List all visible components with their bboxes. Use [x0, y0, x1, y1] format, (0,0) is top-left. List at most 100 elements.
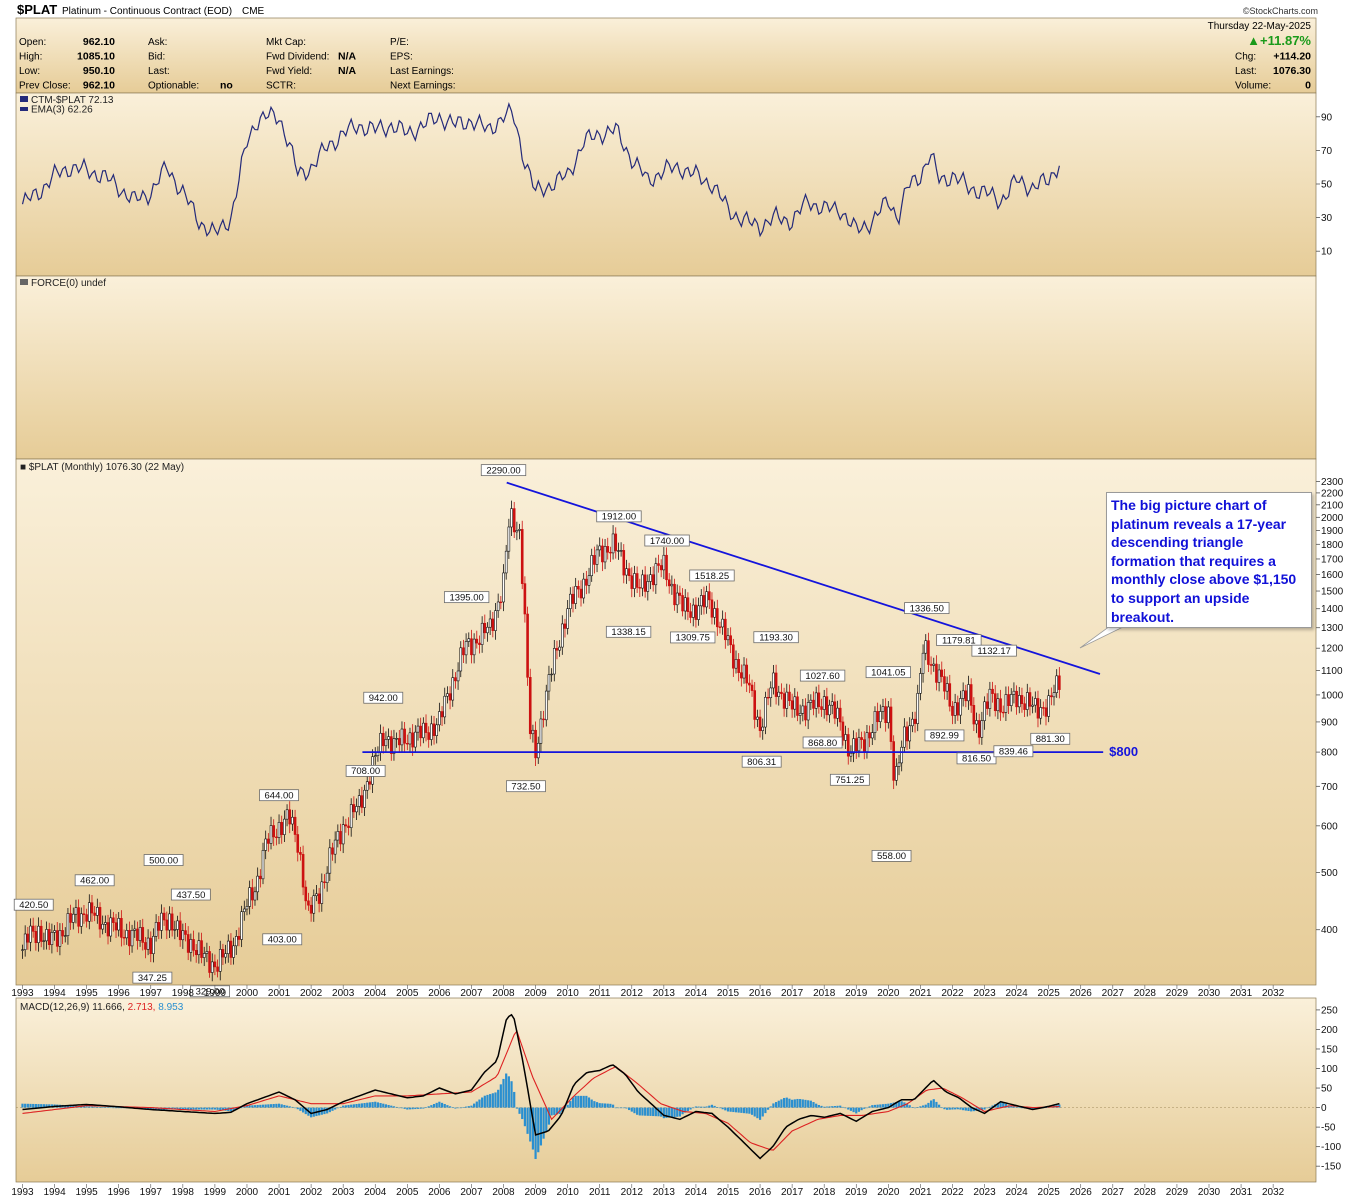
year-axis-mid-label: 2022: [941, 988, 964, 999]
macd-histogram-bar: [978, 1107, 981, 1111]
price-candle-body: [384, 739, 388, 747]
stat-label: Prev Close:: [19, 81, 71, 92]
price-candle-body: [355, 806, 358, 813]
macd-histogram-bar: [384, 1104, 388, 1108]
price-candle-body: [646, 581, 650, 592]
macd-histogram-bar: [710, 1104, 714, 1108]
macd-histogram-bar: [1012, 1106, 1016, 1108]
macd-histogram-bar: [593, 1101, 596, 1108]
annotation-box: [865, 666, 911, 679]
price-candle-body: [259, 875, 262, 880]
annotation-label: 1740.00: [650, 536, 684, 547]
annotation-box: [443, 591, 490, 604]
macd-histogram-bar: [884, 1103, 887, 1108]
macd-histogram-bar: [924, 1104, 927, 1108]
x-axis-bottom: 1993 1994 1995 1996 1997 1998 1999 2000 2001 2002…: [11, 1184, 1285, 1198]
price-candle-body: [937, 669, 941, 683]
annotation-label: 892.99: [930, 731, 959, 742]
macd-histogram-bar: [905, 1103, 909, 1108]
macd-histogram-bar: [702, 1106, 706, 1108]
price-candle-body: [168, 913, 171, 931]
price-candle-body: [699, 595, 703, 607]
macd-histogram-bar: [363, 1103, 366, 1108]
macd-histogram-bar: [713, 1105, 716, 1108]
macd-histogram-bar: [684, 1107, 687, 1113]
macd-histogram-bar: [32, 1103, 35, 1108]
macd-histogram-bar: [475, 1101, 478, 1108]
price-candle-body: [304, 886, 308, 902]
price-candle-body: [665, 554, 668, 581]
macd-histogram-bar: [248, 1105, 251, 1108]
macd-tick-label: 200: [1321, 1025, 1338, 1036]
price-candle-body: [85, 914, 88, 922]
price-candle-body: [593, 555, 596, 565]
year-axis-bottom-label: 2023: [973, 1187, 996, 1198]
macd-histogram-bar: [841, 1106, 844, 1108]
macd-histogram-bar: [259, 1104, 262, 1108]
price-candle-body: [184, 930, 187, 935]
price-candle-body: [58, 930, 62, 947]
annotation-callout-box: The big picture chart of platinum reveal…: [1106, 492, 1312, 628]
price-candle-body: [857, 737, 861, 752]
price-candle-body: [651, 574, 655, 586]
annotation-box: [363, 691, 404, 704]
price-candle-body: [606, 546, 610, 553]
macd-histogram-bar: [646, 1107, 649, 1116]
price-candle-body: [130, 930, 134, 947]
price-candle-body: [55, 930, 59, 947]
price-candle-body: [828, 704, 831, 716]
price-candle-body: [889, 706, 893, 742]
price-candle-body: [638, 587, 642, 589]
macd-histogram-bar: [446, 1105, 449, 1108]
price-candle-body: [138, 927, 142, 941]
macd-histogram-bar: [34, 1104, 37, 1108]
price-candle-body: [844, 734, 847, 741]
price-candle-body: [681, 595, 684, 612]
macd-tick-label: -100: [1321, 1142, 1341, 1153]
macd-histogram-bar: [547, 1107, 551, 1125]
stat-label: Ask:: [148, 37, 167, 48]
price-candle-body: [42, 940, 46, 942]
year-axis-bottom-label: 2002: [300, 1187, 323, 1198]
price-candle-body: [320, 881, 324, 904]
price-candle-body: [635, 573, 639, 588]
macd-histogram-bar: [285, 1105, 289, 1108]
year-axis-mid-label: 1999: [204, 988, 227, 999]
price-candle-body: [408, 732, 412, 745]
price-candle-body: [307, 900, 310, 906]
price-candle-body: [50, 932, 54, 946]
macd-histogram-bar: [938, 1104, 941, 1108]
price-candle-body: [1034, 698, 1037, 706]
macd-histogram-bar: [644, 1107, 647, 1116]
macd-histogram-bar: [633, 1107, 636, 1114]
year-axis-bottom-label: 1993: [11, 1187, 34, 1198]
macd-histogram-bar: [216, 1107, 219, 1110]
force-layer: FORCE(0) undef: [20, 278, 106, 289]
price-candle-body: [106, 922, 110, 937]
macd-histogram-bar: [652, 1107, 655, 1117]
year-axis-mid-label: 2016: [749, 988, 772, 999]
macd-histogram-bar: [729, 1107, 732, 1112]
price-candle-body: [975, 720, 978, 725]
price-candle-body: [499, 601, 503, 604]
macd-histogram-bar: [668, 1107, 671, 1118]
year-axis-mid-label: 1995: [76, 988, 99, 999]
price-candle-body: [972, 705, 976, 725]
macd-histogram-bar: [280, 1104, 283, 1108]
annotation-label: 1912.00: [602, 512, 636, 523]
annotation-label: 1338.15: [611, 627, 645, 638]
macd-histogram-bar: [742, 1107, 746, 1114]
price-candle-body: [625, 568, 628, 576]
macd-histogram-bar: [833, 1106, 836, 1108]
price-candle-body: [128, 930, 131, 947]
macd-histogram-bar: [328, 1107, 331, 1113]
price-candle-body: [47, 929, 51, 946]
macd-histogram-bar: [195, 1107, 198, 1110]
price-candle-body: [879, 711, 882, 723]
year-axis-bottom-label: 2001: [268, 1187, 291, 1198]
price-candle-body: [456, 670, 460, 682]
price-candle-body: [336, 831, 340, 841]
stat-value: 962.10: [83, 80, 115, 92]
price-candle-body: [512, 508, 516, 533]
macd-histogram-bar: [831, 1106, 834, 1108]
